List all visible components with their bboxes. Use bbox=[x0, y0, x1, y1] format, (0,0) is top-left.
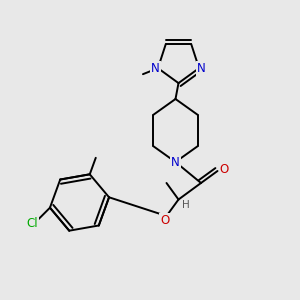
Text: O: O bbox=[220, 163, 229, 176]
Text: H: H bbox=[182, 200, 190, 210]
Text: Cl: Cl bbox=[27, 217, 38, 230]
Text: N: N bbox=[171, 155, 180, 169]
Text: N: N bbox=[151, 62, 160, 75]
Text: O: O bbox=[160, 214, 169, 227]
Text: N: N bbox=[197, 62, 206, 75]
